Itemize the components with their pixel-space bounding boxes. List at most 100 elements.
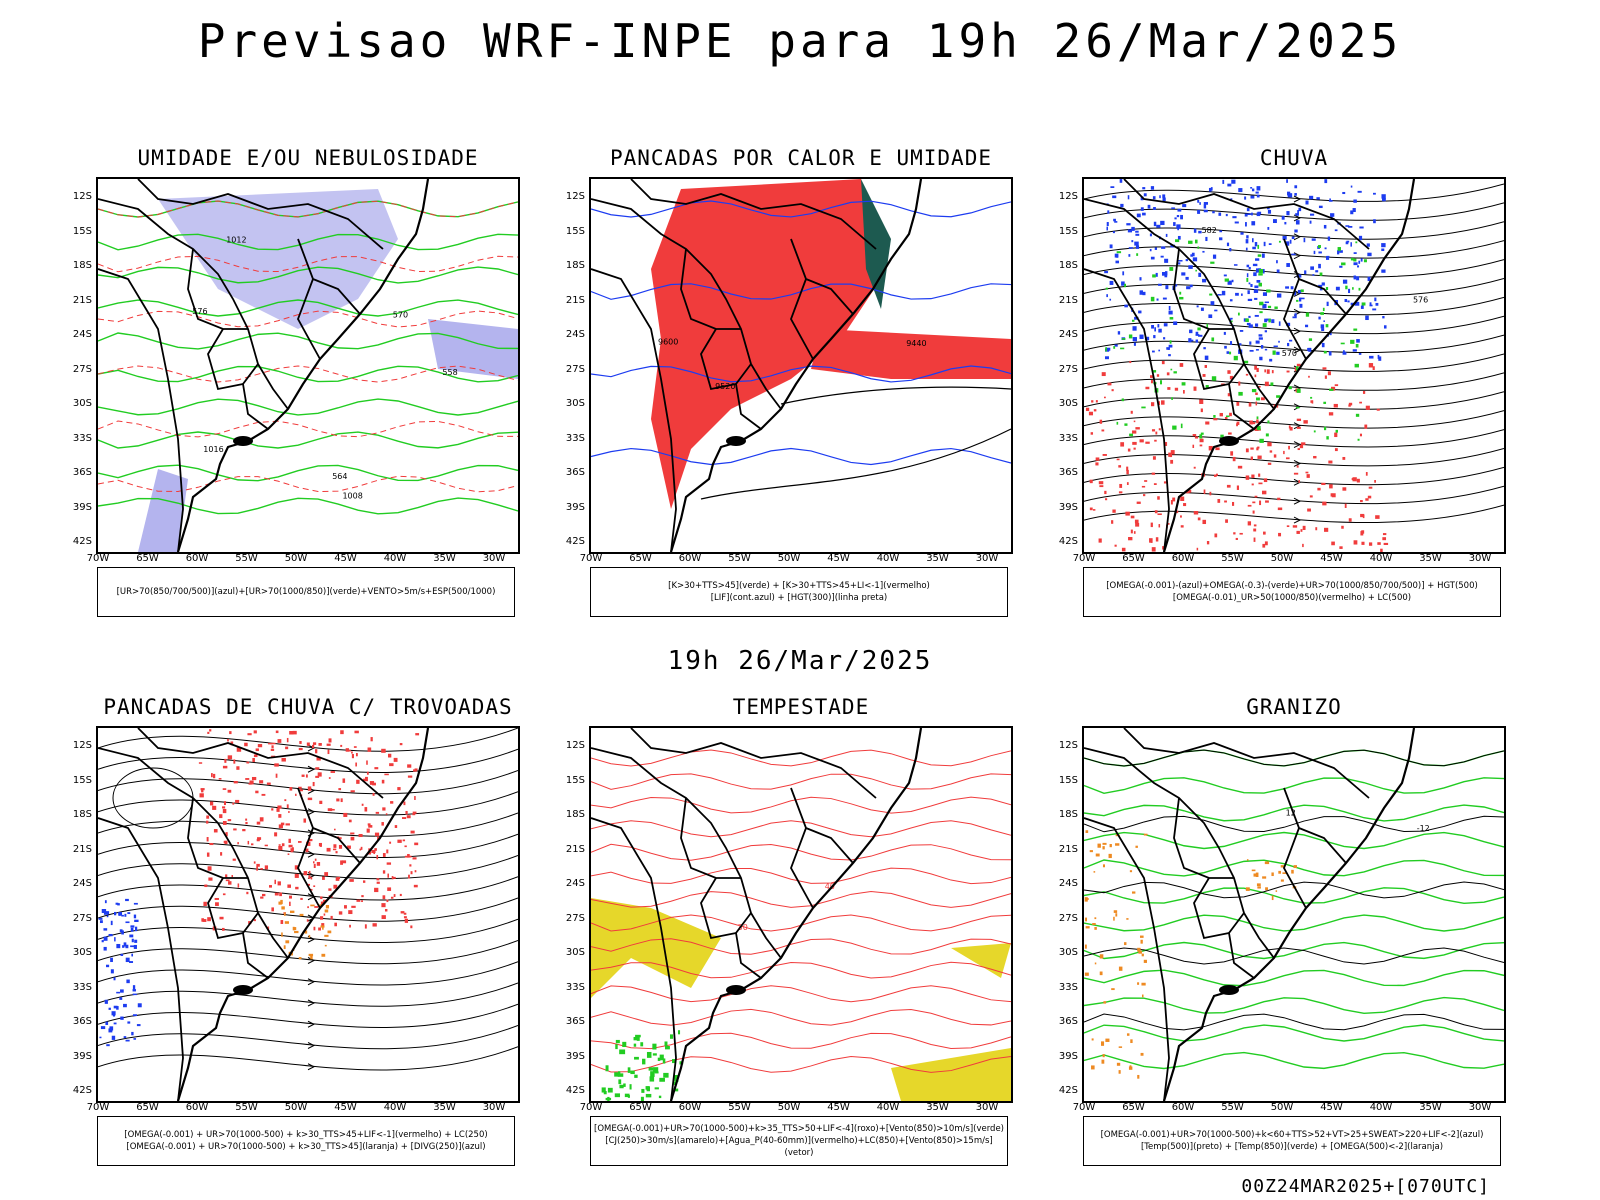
- arrowhead: [307, 978, 316, 986]
- arrowhead: [307, 1020, 316, 1028]
- storm-pixel: [342, 778, 346, 783]
- rain-pixel: [1209, 491, 1212, 496]
- rain-pixel: [1318, 316, 1321, 320]
- legend-line: [OMEGA(-0.001)+UR>70(1000-500)+k<60+TTS>…: [1100, 1130, 1484, 1140]
- hail-pixel: [1093, 871, 1096, 873]
- storm-pixel: [236, 766, 240, 770]
- rain-pixel: [1105, 498, 1108, 501]
- storm-pixel: [299, 789, 303, 792]
- rain-pixel: [1302, 525, 1306, 530]
- rain-pixel: [1235, 537, 1238, 540]
- rain-pixel: [1125, 511, 1130, 516]
- wind-pixel: [652, 1053, 657, 1056]
- country-border: [790, 278, 814, 360]
- rain-pixel: [1205, 236, 1208, 242]
- rain-pixel: [1193, 386, 1197, 391]
- rain-pixel: [1264, 541, 1268, 546]
- rain-pixel: [1158, 283, 1162, 286]
- rain-pixel: [1165, 233, 1168, 237]
- wind-pixel: [603, 1090, 607, 1095]
- rain-pixel: [1218, 212, 1222, 216]
- lon-tick-label: 60W: [678, 553, 702, 564]
- storm-pixel: [308, 875, 311, 879]
- storm-pixel: [381, 822, 384, 826]
- rain-pixel: [1160, 255, 1164, 258]
- divergence-pixel: [111, 1035, 116, 1040]
- divergence-pixel: [111, 1011, 116, 1016]
- rain-pixel: [1133, 531, 1136, 534]
- rain-pixel: [1264, 318, 1268, 323]
- storm-pixel: [209, 801, 214, 806]
- rain-pixel: [1170, 500, 1173, 505]
- rain-pixel: [1321, 328, 1325, 331]
- contour-label: 576: [1413, 295, 1428, 304]
- divergence-pixel: [137, 1003, 142, 1008]
- country-border: [1084, 747, 1275, 959]
- rain-pixel: [1323, 320, 1325, 322]
- rain-pixel: [1250, 284, 1253, 287]
- rain-pixel: [1294, 313, 1297, 317]
- coastline: [176, 179, 430, 552]
- rain-pixel: [1296, 465, 1299, 468]
- rain-pixel: [1350, 210, 1354, 215]
- lon-tick-label: 45W: [334, 1102, 357, 1113]
- contour-line: [98, 200, 518, 218]
- hail-pixel: [1115, 843, 1120, 846]
- legend-line: [UR>70(850/700/500)](azul)+[UR>70(1000/8…: [116, 587, 496, 597]
- rain-pixel: [1323, 224, 1327, 229]
- hail-pixel: [1084, 944, 1087, 949]
- storm-pixel: [340, 798, 343, 803]
- rain-pixel: [1154, 439, 1157, 442]
- panel-title-umidade: UMIDADE E/OU NEBULOSIDADE: [137, 146, 479, 170]
- rain-pixel: [1139, 290, 1143, 295]
- hail-pixel: [1102, 842, 1107, 845]
- storm-pixel: [320, 916, 324, 920]
- rain-pixel: [1183, 503, 1187, 507]
- rain-pixel: [1120, 203, 1124, 208]
- coastline: [669, 179, 923, 552]
- lon-tick-label: 30W: [482, 1102, 506, 1113]
- contour-line: [1084, 941, 1504, 960]
- divergence-pixel: [117, 903, 120, 906]
- rain-pixel: [1198, 230, 1202, 234]
- lake-mirim: [233, 436, 253, 446]
- rain-pixel: [1149, 233, 1152, 237]
- rain-pixel: [1135, 233, 1140, 236]
- storm-pixel: [316, 756, 321, 761]
- rain-pixel: [1172, 497, 1176, 502]
- storm-pixel: [275, 773, 278, 778]
- rain-pixel: [1109, 298, 1112, 301]
- storm-pixel: [320, 896, 323, 900]
- rain-pixel: [1254, 495, 1258, 498]
- lon-tick-label: 65W: [1122, 1102, 1145, 1113]
- rain-pixel: [1342, 279, 1348, 284]
- rain-pixel: [1356, 276, 1360, 281]
- hail-pixel: [1101, 1059, 1105, 1064]
- storm-pixel: [200, 788, 205, 791]
- rain-pixel: [1347, 225, 1353, 228]
- storm-pixel: [356, 779, 360, 784]
- rain-pixel: [1340, 342, 1345, 345]
- storm-pixel: [330, 771, 336, 773]
- rain-pixel: [1313, 455, 1317, 459]
- rain-pixel: [1278, 532, 1282, 537]
- arrowhead: [307, 808, 316, 816]
- lat-tick-label: 27S: [1058, 912, 1078, 924]
- wind-pixel: [646, 1051, 652, 1058]
- humidity-area: [428, 319, 518, 379]
- storm-pixel: [206, 852, 210, 857]
- storm-pixel: [279, 892, 282, 897]
- storm-pixel: [318, 842, 322, 847]
- rain-pixel: [1091, 400, 1094, 403]
- rain-pixel: [1142, 291, 1146, 296]
- rain-pixel: [1306, 474, 1310, 478]
- humidity-area: [158, 189, 398, 329]
- divergence-pixel: [103, 946, 107, 951]
- contour-line: [591, 938, 1011, 955]
- rain-pixel: [1318, 284, 1323, 288]
- storm-pixel: [347, 749, 351, 752]
- storm-pixel: [225, 874, 228, 879]
- rain-pixel: [1131, 319, 1135, 322]
- rain-pixel: [1283, 450, 1285, 455]
- rain-pixel: [1360, 531, 1364, 536]
